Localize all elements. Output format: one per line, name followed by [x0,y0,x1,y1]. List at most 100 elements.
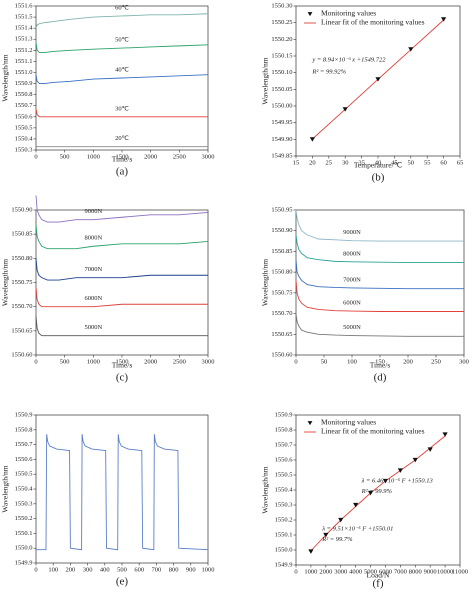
marker [412,457,418,463]
y-axis-label: Wavelength/nm [261,259,270,306]
x-tick-label: 40 [375,159,382,166]
y-tick-label: 1550.6 [275,456,294,463]
x-tick-label: 1000 [87,153,100,160]
panel-caption: (a) [116,166,129,178]
x-tick-label: 0 [34,566,37,573]
x-tick-label: 3000 [202,358,215,365]
y-axis-label: Wavelength/nm [1,465,10,512]
y-tick-label: 1550.3 [275,501,293,508]
x-tick-label: 1500 [116,358,129,365]
x-tick-label: 10000 [437,568,453,575]
marker [382,478,389,484]
y-tick-label: 1549.9 [275,561,293,568]
data-line [35,195,209,223]
x-axis-label: Temperature/℃ [354,161,403,170]
x-tick-label: 45 [391,159,398,166]
marker [442,432,448,437]
x-tick-label: 20 [309,159,316,166]
y-tick-label: 1550.1 [15,530,33,537]
series-label: 7000N [84,266,102,273]
series-label: 50℃ [115,37,130,44]
annotation: λ = 9.51×10⁻⁵ F +1550.01 [321,525,393,532]
x-tick-label: 300 [459,358,469,365]
y-tick-label: 1550.85 [271,248,292,255]
y-tick-label: 1550.75 [271,289,292,296]
marker [375,77,381,82]
y-tick-label: 1550.9 [15,80,33,87]
annotation: y = 8.94×10⁻³ x +1549.722 [311,56,386,63]
x-tick-label: 4000 [349,568,362,575]
marker [441,17,447,22]
legend-label: Monitoring values [321,418,376,427]
x-tick-label: 3000 [334,568,347,575]
x-axis-label: Time/s [112,155,133,164]
data-line [36,434,209,551]
series-label: 6000N [343,300,361,307]
y-tick-label: 1550.65 [271,331,292,338]
series-label: 5000N [84,324,102,331]
y-tick-label: 1550.95 [271,206,292,213]
fit-line [310,435,446,552]
data-line [295,259,464,290]
x-tick-label: 0 [34,358,37,365]
y-tick-label: 1550.9 [15,411,33,418]
annotation: R² = 99.7% [321,536,353,543]
x-tick-label: 500 [117,566,127,573]
x-tick-label: 11000 [452,568,468,575]
y-tick-label: 1550.8 [15,426,33,433]
data-line [35,258,208,281]
y-tick-label: 1550.80 [271,269,292,276]
x-tick-label: 300 [83,566,93,573]
x-tick-label: 100 [347,358,357,365]
y-tick-label: 1550.3 [15,500,33,507]
x-tick-label: 6000 [379,568,392,575]
legend-label: Linear fit of the monitoring values [321,18,425,27]
marker [338,517,344,523]
legend-label: Monitoring values [321,9,376,18]
y-tick-label: 1550.90 [11,206,32,213]
series-label: 60℃ [115,4,130,11]
x-axis-label: Time/s [112,361,133,370]
y-tick-label: 1550.75 [11,279,32,286]
y-tick-label: 1549.90 [271,136,292,143]
x-tick-label: 8000 [409,568,422,575]
y-tick-label: 1550.6 [15,113,34,120]
y-tick-label: 1551.3 [15,36,33,43]
x-tick-label: 2500 [173,153,186,160]
y-tick-label: 1550.25 [271,19,292,26]
x-tick-label: 250 [431,358,441,365]
series-label: 6000N [84,295,102,302]
x-tick-label: 1000 [304,568,317,575]
y-tick-label: 1550.5 [275,471,293,478]
x-tick-label: 100 [48,566,58,573]
x-tick-label: 50 [321,358,328,365]
y-tick-label: 1550.3 [15,146,33,153]
panel-caption: (e) [116,576,129,588]
x-tick-label: 25 [326,159,333,166]
data-line [295,280,464,312]
y-tick-label: 1550.80 [11,255,32,262]
data-line [35,316,208,337]
series-label: 7000N [343,276,361,283]
marker [427,447,433,452]
x-tick-label: 1000 [202,566,215,573]
y-axis-label: Wavelength/nm [261,466,270,513]
data-line [35,224,209,250]
y-tick-label: 1550.1 [275,531,293,538]
y-tick-label: 1550.5 [15,471,33,478]
y-tick-label: 1550.05 [271,86,292,93]
series-label: 8000N [343,250,361,257]
panel-caption: (f) [373,578,384,590]
y-tick-label: 1550.0 [275,546,293,553]
data-line [35,108,208,118]
x-tick-label: 0 [294,568,297,575]
y-tick-label: 1550.20 [271,36,292,43]
series-label: 20℃ [115,135,130,142]
x-axis-label: Time/s [370,361,391,370]
x-tick-label: 55 [424,159,431,166]
y-tick-label: 1550.90 [271,227,292,234]
x-tick-label: 600 [134,566,144,573]
y-tick-label: 1550.4 [275,486,294,493]
y-tick-label: 1551.4 [15,25,34,32]
